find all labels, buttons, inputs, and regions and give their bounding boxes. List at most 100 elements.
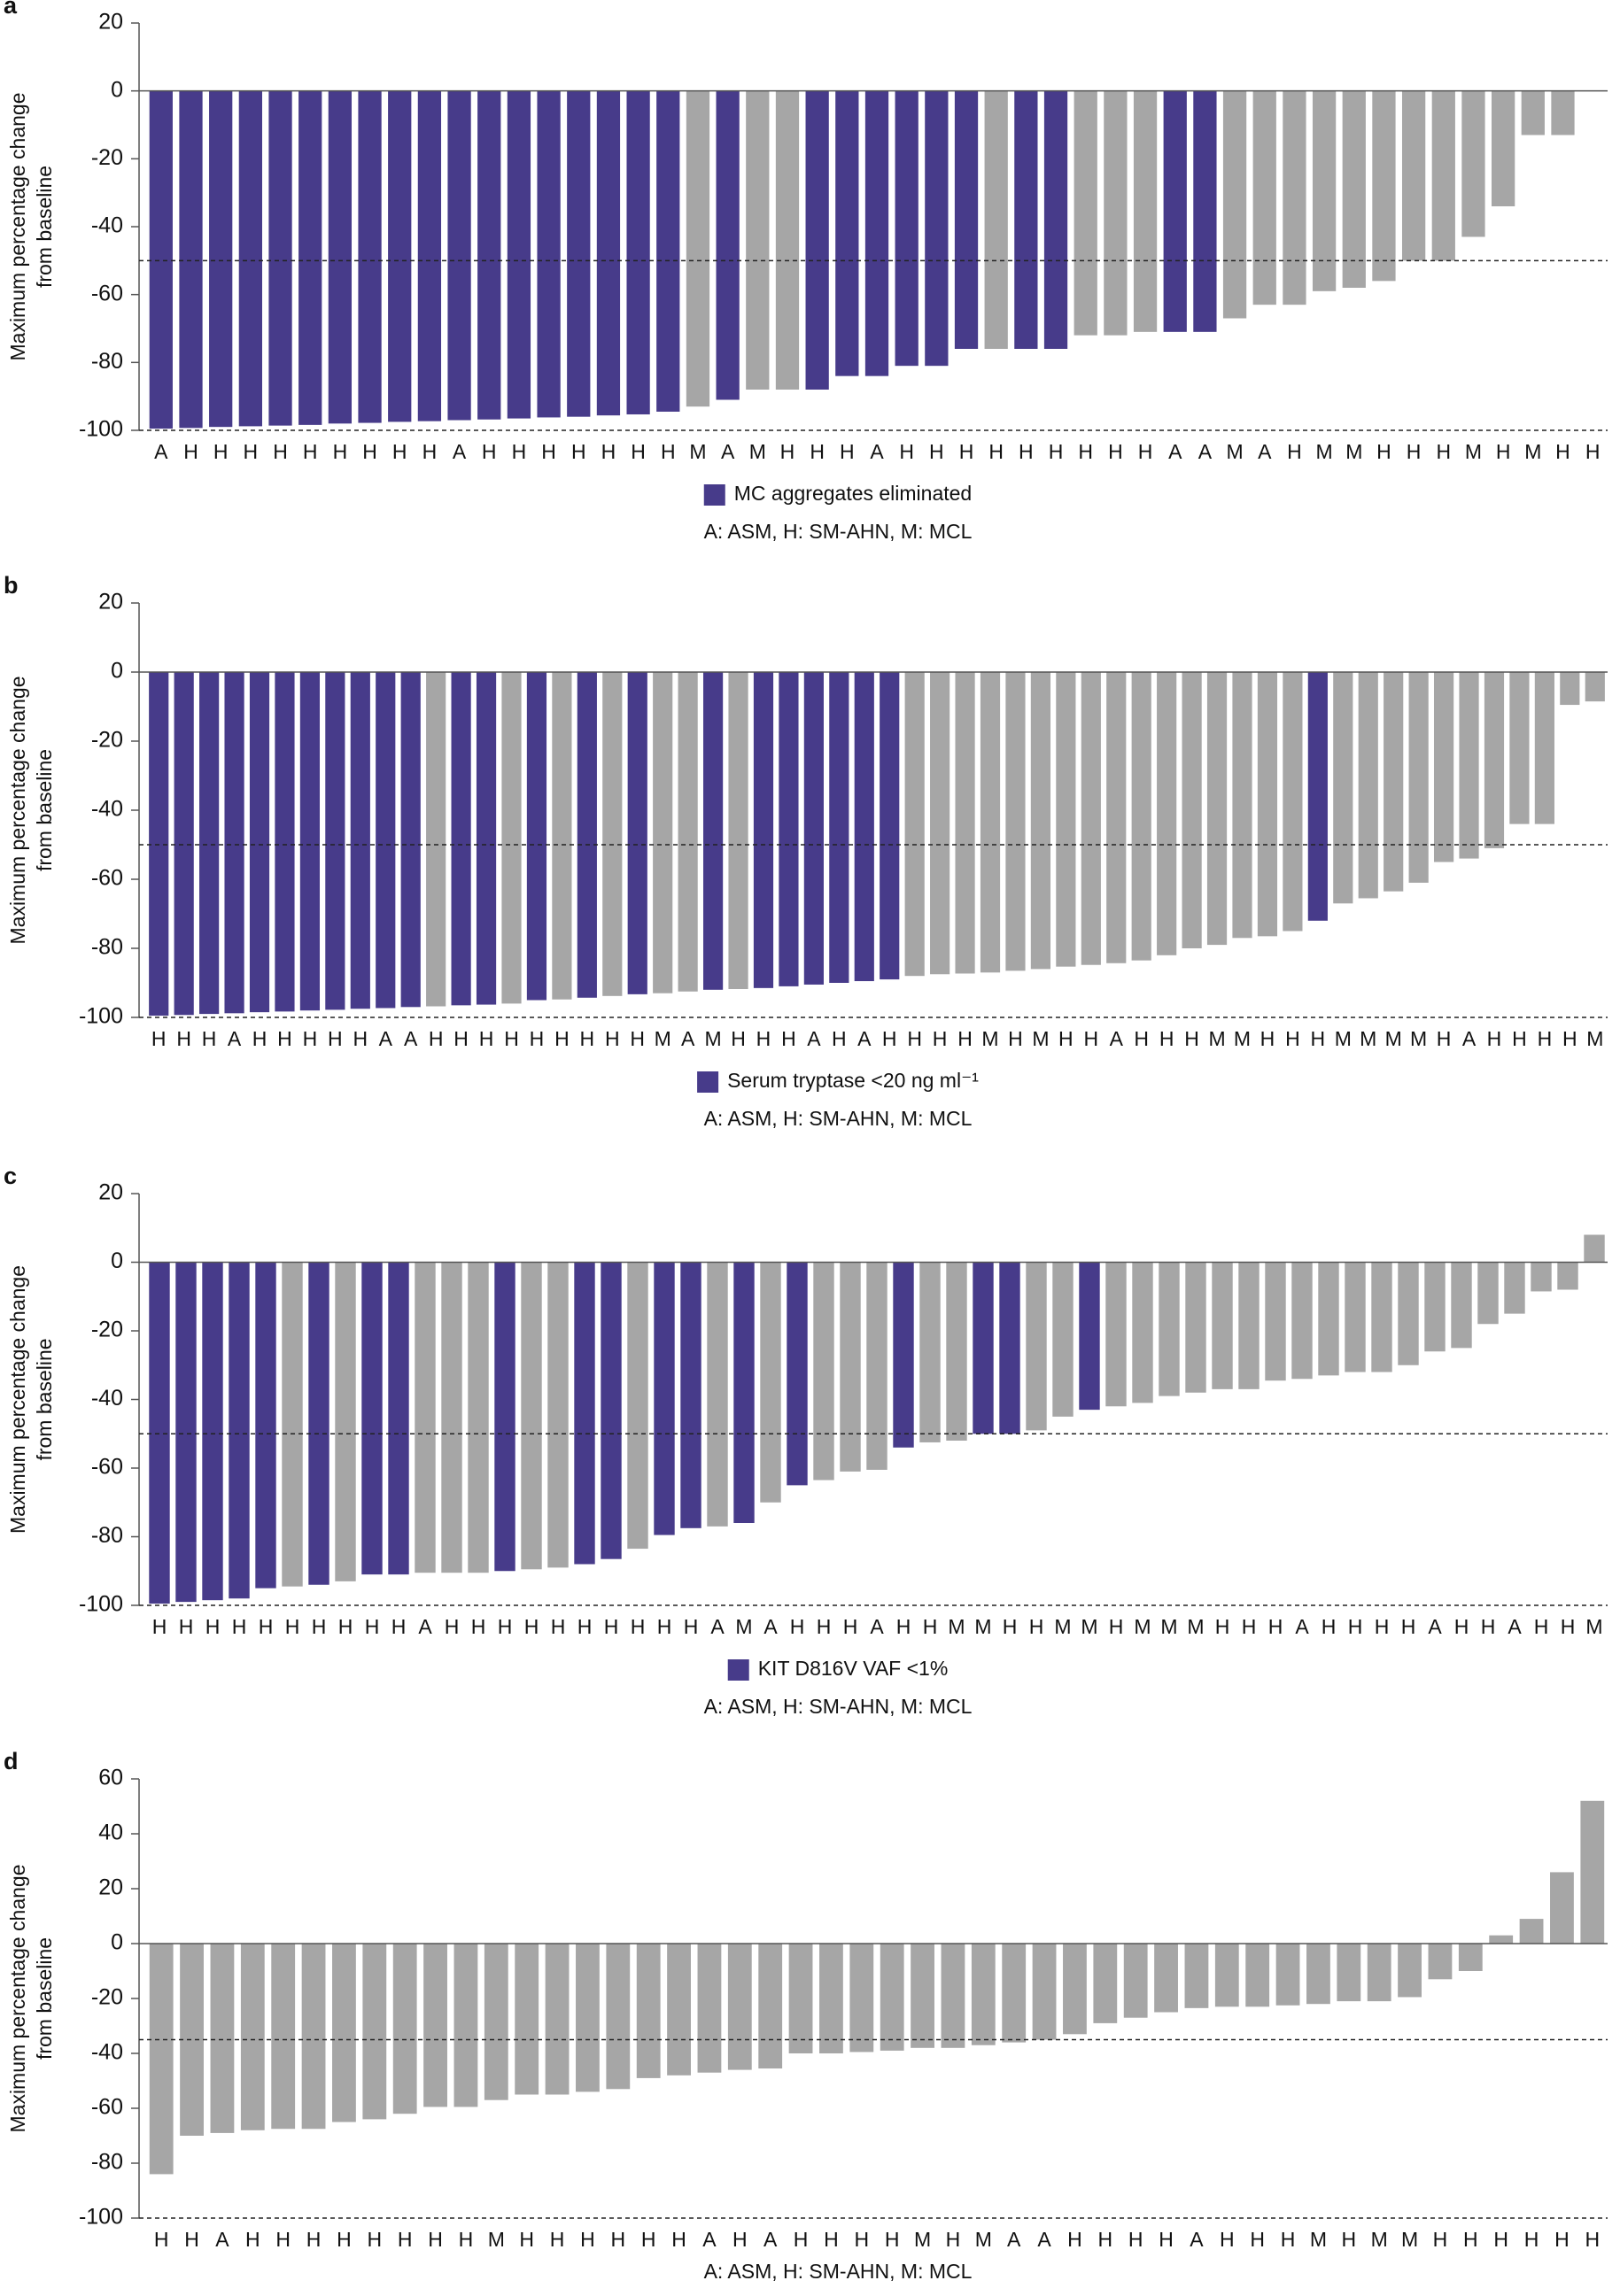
y-axis-title: Maximum percentage change bbox=[6, 1865, 29, 2133]
bar bbox=[1358, 672, 1378, 899]
x-tick-label: H bbox=[176, 1027, 191, 1050]
bar bbox=[984, 90, 1008, 350]
bar bbox=[1185, 1262, 1206, 1393]
x-tick-label: H bbox=[1250, 2228, 1265, 2251]
bar bbox=[275, 672, 295, 1012]
x-tick-label: H bbox=[338, 1615, 353, 1638]
bar bbox=[1531, 1262, 1552, 1292]
bar bbox=[1212, 1262, 1233, 1389]
y-tick-label: -40 bbox=[91, 2040, 123, 2065]
x-tick-label: A bbox=[807, 1027, 821, 1050]
x-tick-label: M bbox=[1187, 1615, 1204, 1638]
bar bbox=[441, 1262, 462, 1573]
x-tick-label: M bbox=[1585, 1615, 1602, 1638]
x-tick-label: H bbox=[459, 2228, 474, 2251]
legend-label: MC aggregates eliminated bbox=[734, 482, 972, 505]
bar bbox=[919, 1262, 941, 1442]
bar bbox=[880, 672, 900, 980]
bar bbox=[1306, 1944, 1330, 2005]
bar bbox=[1030, 672, 1051, 970]
bar bbox=[1265, 1262, 1286, 1381]
x-tick-label: H bbox=[794, 2228, 809, 2251]
x-tick-label: H bbox=[817, 1615, 832, 1638]
x-tick-label: M bbox=[1160, 1615, 1177, 1638]
x-tick-label: M bbox=[1401, 2228, 1418, 2251]
bar bbox=[1026, 1262, 1047, 1431]
x-tick-label: H bbox=[1481, 1615, 1496, 1638]
y-tick-label: -40 bbox=[91, 213, 123, 238]
x-tick-label: H bbox=[580, 1027, 595, 1050]
bar bbox=[332, 1944, 356, 2122]
x-tick-label: M bbox=[689, 440, 706, 463]
x-tick-label: M bbox=[975, 2228, 992, 2251]
bar bbox=[1550, 1872, 1574, 1944]
bar bbox=[849, 1944, 874, 2052]
x-tick-label: A bbox=[1190, 2228, 1204, 2251]
bar bbox=[1052, 1262, 1074, 1417]
bar bbox=[1551, 90, 1575, 135]
x-tick-label: H bbox=[577, 1615, 593, 1638]
bar bbox=[760, 1262, 781, 1503]
x-tick-label: A bbox=[681, 1027, 695, 1050]
x-tick-label: M bbox=[1524, 440, 1541, 463]
y-tick-label: 0 bbox=[111, 1930, 123, 1955]
x-tick-label: H bbox=[273, 440, 288, 463]
x-tick-label: H bbox=[1260, 1027, 1275, 1050]
x-tick-label: H bbox=[1463, 2228, 1478, 2251]
bar bbox=[180, 1944, 204, 2136]
x-tick-label: H bbox=[1375, 1615, 1390, 1638]
x-tick-label: H bbox=[303, 440, 318, 463]
bar bbox=[1557, 1262, 1578, 1290]
bar bbox=[1337, 1944, 1361, 2002]
x-tick-label: H bbox=[933, 1027, 948, 1050]
y-tick-label: 0 bbox=[111, 1248, 123, 1273]
y-tick-label: 40 bbox=[98, 1821, 123, 1845]
bar bbox=[376, 672, 396, 1009]
x-tick-label: H bbox=[1433, 2228, 1448, 2251]
y-axis-title: from baseline bbox=[33, 166, 56, 288]
bar bbox=[678, 672, 698, 992]
bar bbox=[1461, 90, 1485, 237]
x-tick-label: H bbox=[611, 2228, 626, 2251]
x-tick-label: H bbox=[1138, 440, 1153, 463]
x-tick-label: A bbox=[721, 440, 735, 463]
y-axis-title: Maximum percentage change bbox=[6, 93, 29, 361]
legend-label: Serum tryptase <20 ng ml⁻¹ bbox=[727, 1069, 979, 1092]
x-tick-label: H bbox=[781, 1027, 796, 1050]
x-tick-label: H bbox=[1019, 440, 1034, 463]
x-tick-label: H bbox=[604, 1615, 619, 1638]
x-tick-label: A bbox=[1168, 440, 1182, 463]
x-tick-label: M bbox=[1310, 2228, 1327, 2251]
y-tick-label: -60 bbox=[91, 2095, 123, 2120]
x-tick-label: A bbox=[1007, 2228, 1021, 2251]
bar bbox=[1509, 672, 1530, 824]
bar bbox=[1105, 1262, 1127, 1407]
x-tick-label: H bbox=[285, 1615, 300, 1638]
x-tick-label: H bbox=[1108, 440, 1123, 463]
x-tick-label: H bbox=[1454, 1615, 1469, 1638]
bar bbox=[255, 1262, 276, 1589]
x-tick-label: H bbox=[504, 1027, 519, 1050]
bar bbox=[1408, 672, 1429, 883]
legend-swatch bbox=[697, 1071, 719, 1093]
x-tick-label: H bbox=[731, 1027, 746, 1050]
x-tick-label: H bbox=[1109, 1615, 1124, 1638]
x-tick-label: M bbox=[749, 440, 766, 463]
bar bbox=[350, 672, 370, 1009]
x-tick-label: H bbox=[232, 1615, 247, 1638]
bar bbox=[1398, 1262, 1419, 1365]
bar bbox=[299, 672, 321, 1011]
x-tick-label: M bbox=[705, 1027, 722, 1050]
bar bbox=[1580, 1800, 1605, 1944]
bar bbox=[1534, 672, 1554, 824]
y-tick-label: -20 bbox=[91, 145, 123, 170]
bar bbox=[149, 1944, 174, 2175]
y-tick-label: 0 bbox=[111, 77, 123, 102]
bar bbox=[787, 1262, 808, 1486]
x-tick-label: A bbox=[379, 1027, 393, 1050]
bar bbox=[426, 672, 446, 1007]
x-tick-label: H bbox=[1561, 1615, 1576, 1638]
x-tick-label: H bbox=[1555, 440, 1570, 463]
x-tick-label: M bbox=[1316, 440, 1333, 463]
bar bbox=[574, 1262, 595, 1565]
